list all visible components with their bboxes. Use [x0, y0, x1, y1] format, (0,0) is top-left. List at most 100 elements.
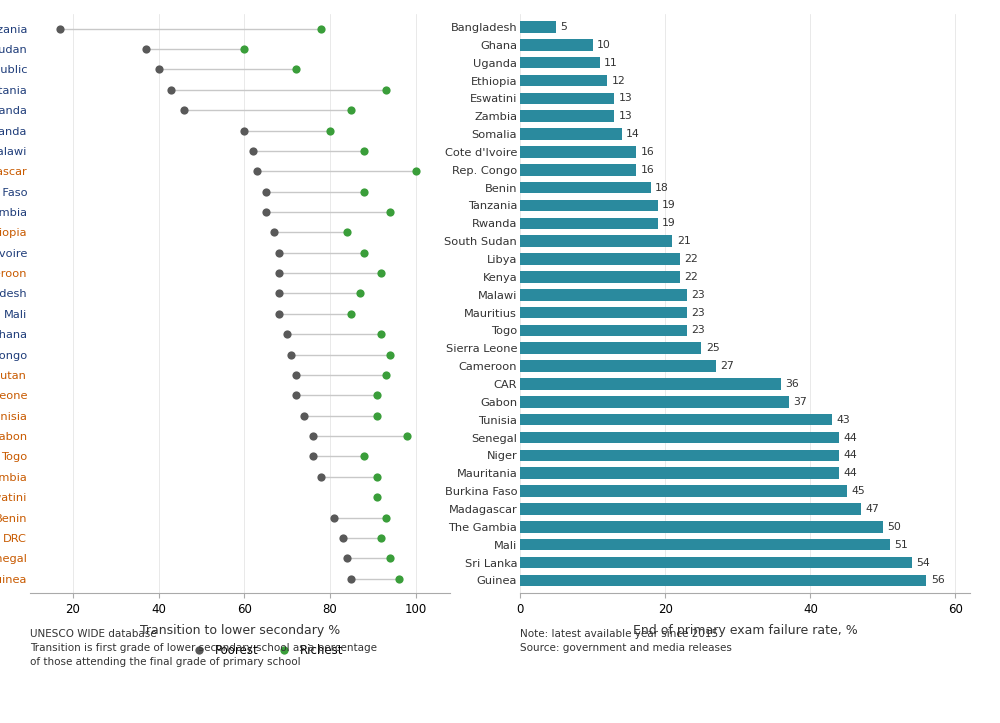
Text: 5: 5	[561, 22, 568, 32]
Text: 16: 16	[640, 165, 654, 175]
Bar	[520, 57, 600, 69]
Bar	[520, 146, 636, 158]
Text: 37: 37	[793, 397, 807, 407]
Bar	[520, 289, 687, 301]
Text: 27: 27	[720, 362, 734, 371]
Text: 21: 21	[677, 236, 691, 246]
Point	[399, 430, 415, 442]
Point	[369, 390, 385, 401]
Bar	[520, 468, 839, 479]
Point	[313, 23, 329, 35]
Point	[52, 23, 68, 35]
Point	[266, 226, 282, 238]
Point	[391, 573, 407, 584]
Text: Note: latest available year since 2015
Source: government and media releases: Note: latest available year since 2015 S…	[520, 629, 732, 653]
Point	[343, 308, 359, 320]
Point	[271, 288, 287, 299]
Point	[378, 84, 394, 95]
Point	[271, 268, 287, 279]
Bar	[520, 378, 781, 390]
Point	[283, 348, 299, 360]
Point	[382, 552, 398, 564]
Point	[378, 512, 394, 523]
Point	[352, 288, 368, 299]
Point	[176, 104, 192, 116]
Bar	[520, 414, 832, 426]
Text: 18: 18	[655, 183, 669, 192]
Text: 54: 54	[916, 557, 930, 568]
Point	[343, 573, 359, 584]
Text: 45: 45	[851, 486, 865, 496]
Bar	[520, 164, 636, 176]
Point	[288, 369, 304, 381]
Bar	[520, 111, 614, 122]
Text: 25: 25	[706, 343, 720, 354]
Point	[356, 450, 372, 462]
Point	[271, 247, 287, 259]
Bar	[520, 396, 789, 408]
Point	[236, 125, 252, 137]
Bar	[520, 325, 687, 336]
Point	[305, 430, 321, 442]
Point	[382, 348, 398, 360]
Text: 23: 23	[691, 307, 705, 317]
Bar	[520, 485, 847, 497]
Text: 22: 22	[684, 254, 698, 264]
Point	[378, 369, 394, 381]
Point	[305, 450, 321, 462]
Point	[288, 390, 304, 401]
Bar	[520, 432, 839, 443]
Text: 23: 23	[691, 290, 705, 300]
Point	[369, 410, 385, 422]
Bar	[520, 271, 680, 283]
Bar	[520, 39, 593, 51]
Point	[258, 186, 274, 197]
Point	[373, 268, 389, 279]
Bar	[520, 253, 680, 265]
Bar	[520, 307, 687, 318]
Bar	[520, 236, 672, 247]
Point	[279, 328, 295, 340]
Point	[373, 328, 389, 340]
Text: 19: 19	[662, 218, 676, 228]
Point	[343, 104, 359, 116]
Bar	[520, 21, 556, 33]
Bar	[520, 539, 890, 550]
Point	[313, 471, 329, 482]
Bar	[520, 181, 651, 194]
Text: UNESCO WIDE database
Transition is first grade of lower secondary school as a pe: UNESCO WIDE database Transition is first…	[30, 629, 377, 667]
Text: 51: 51	[895, 539, 908, 549]
Text: 13: 13	[619, 111, 632, 121]
Point	[288, 64, 304, 75]
Point	[339, 552, 355, 564]
Point	[258, 206, 274, 218]
Point	[356, 145, 372, 157]
Point	[356, 247, 372, 259]
Point	[326, 512, 342, 523]
X-axis label: Transition to lower secondary %: Transition to lower secondary %	[140, 624, 340, 637]
Text: 14: 14	[626, 129, 640, 139]
Text: 10: 10	[597, 40, 611, 50]
Point	[236, 43, 252, 55]
Bar	[520, 360, 716, 372]
Point	[296, 410, 312, 422]
Text: 23: 23	[691, 325, 705, 335]
Text: 43: 43	[836, 415, 850, 424]
Text: 11: 11	[604, 58, 618, 68]
Point	[335, 532, 351, 544]
Point	[322, 125, 338, 137]
Text: 44: 44	[844, 450, 857, 461]
Bar	[520, 200, 658, 211]
Point	[408, 166, 424, 177]
Text: 16: 16	[640, 147, 654, 157]
Point	[138, 43, 154, 55]
Text: 13: 13	[619, 93, 632, 103]
Bar	[520, 521, 883, 533]
Bar	[520, 218, 658, 229]
Point	[249, 166, 265, 177]
Point	[163, 84, 179, 95]
Bar	[520, 343, 701, 354]
Bar	[520, 503, 861, 515]
Bar	[520, 93, 614, 104]
X-axis label: End of primary exam failure rate, %: End of primary exam failure rate, %	[633, 624, 857, 637]
